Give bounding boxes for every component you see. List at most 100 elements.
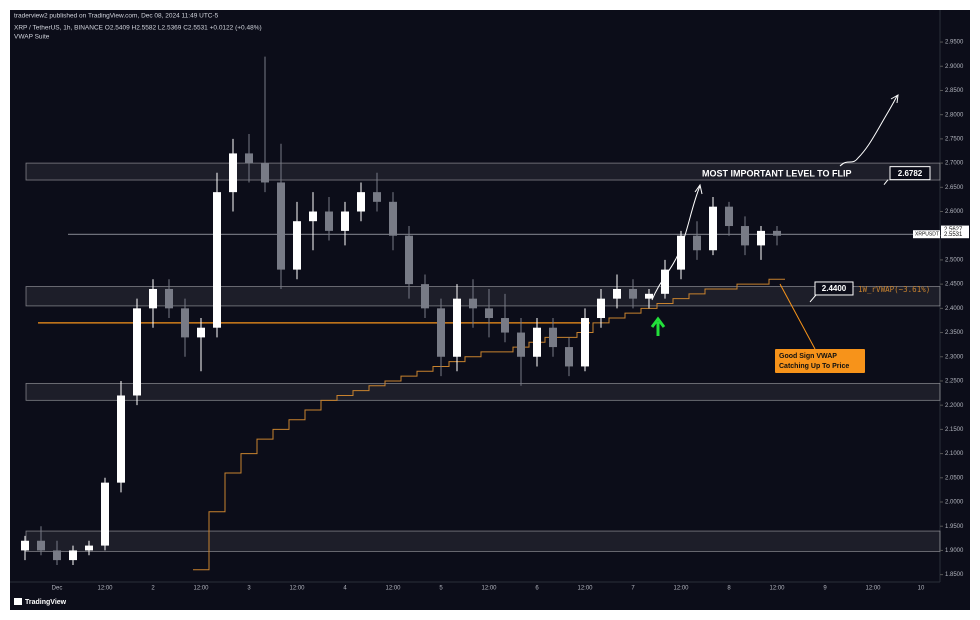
candle-body <box>373 192 381 202</box>
candle-body <box>741 226 749 246</box>
x-tick-label: 12:00 <box>385 586 401 592</box>
zone <box>25 286 941 307</box>
candle-body <box>341 211 349 231</box>
x-tick-label: 12:00 <box>97 586 113 592</box>
candle-body <box>581 318 589 367</box>
y-tick-label: 1.8500 <box>945 572 964 578</box>
vwap-line <box>193 278 785 571</box>
y-tick-label: 2.1500 <box>945 427 964 433</box>
callout-text: Catching Up To Price <box>779 363 849 370</box>
x-tick-label: 7 <box>631 586 635 592</box>
x-tick-label: 6 <box>535 586 539 592</box>
vwap-label: 1W_rVWAP(~3.61%) <box>858 285 930 294</box>
candle-body <box>517 332 525 357</box>
vwap-level-label: 2.4400 <box>822 284 847 293</box>
candle-body <box>725 206 733 227</box>
x-tick-label: 12:00 <box>289 586 305 592</box>
price-label: 2.5627 <box>944 227 963 233</box>
x-tick-label: 12:00 <box>577 586 593 592</box>
y-tick-label: 2.6500 <box>945 185 964 191</box>
y-tick-label: 2.6000 <box>945 209 964 215</box>
candle-body <box>69 550 77 561</box>
candle-body <box>325 211 333 231</box>
y-tick-label: 2.2000 <box>945 403 964 409</box>
candle-body <box>645 293 653 299</box>
y-tick-label: 2.2500 <box>945 379 964 385</box>
symbol-legend: XRP / TetherUS, 1h, BINANCE O2.5409 H2.5… <box>14 25 262 32</box>
x-tick-label: 12:00 <box>193 586 209 592</box>
candle-body <box>389 201 397 236</box>
candle-body <box>213 192 221 328</box>
x-tick-label: 12:00 <box>769 586 785 592</box>
x-tick-label: 12:00 <box>673 586 689 592</box>
price-label: 2.5531 <box>944 232 963 238</box>
projection-arrowhead <box>890 94 899 104</box>
candle-body <box>85 545 93 551</box>
candle-body <box>661 269 669 294</box>
x-tick-label: 8 <box>727 586 731 592</box>
x-tick-label: 10 <box>918 586 925 592</box>
y-tick-label: 2.0000 <box>945 500 964 506</box>
y-tick-label: 2.7000 <box>945 161 964 167</box>
green-arrow <box>650 316 666 336</box>
indicator-legend: VWAP Suite <box>14 34 50 41</box>
candle-body <box>773 230 781 236</box>
zone <box>25 382 941 401</box>
candle-body <box>149 288 157 309</box>
candle-body <box>421 284 429 309</box>
candle-body <box>133 308 141 396</box>
candle-body <box>757 230 765 246</box>
zone <box>25 530 941 552</box>
candle-body <box>533 327 541 357</box>
candle-body <box>677 235 685 270</box>
candle-body <box>261 163 269 183</box>
x-tick-label: 9 <box>823 586 827 592</box>
y-tick-label: 2.9000 <box>945 64 964 70</box>
flip-level-label: 2.6782 <box>898 169 923 178</box>
y-tick-label: 2.3500 <box>945 330 964 336</box>
candle-body <box>357 192 365 212</box>
logo-icon <box>14 598 22 605</box>
candle-body <box>229 153 237 193</box>
vwap-pointer <box>809 294 817 303</box>
candle-body <box>549 327 557 348</box>
candle-body <box>405 235 413 285</box>
candle-body <box>485 308 493 319</box>
y-tick-label: 2.5000 <box>945 258 964 264</box>
y-tick-label: 2.3000 <box>945 354 964 360</box>
candle-body <box>21 540 29 551</box>
vwap-level-box <box>814 281 854 296</box>
y-tick-label: 2.4500 <box>945 282 964 288</box>
candle-body <box>309 211 317 222</box>
candle-body <box>629 288 637 299</box>
x-tick-label: 5 <box>439 586 443 592</box>
candle-body <box>117 395 125 483</box>
candle-body <box>565 347 573 367</box>
candle-body <box>453 298 461 357</box>
x-tick-label: Dec <box>52 586 63 592</box>
symbol-tag: XRPUSDT <box>915 232 939 238</box>
projection-curve <box>839 95 898 167</box>
y-tick-label: 2.0500 <box>945 475 964 481</box>
published-text: traderview2 published on TradingView.com… <box>14 13 219 20</box>
projection-arrowhead <box>694 183 703 195</box>
flip-level-box <box>889 166 931 181</box>
callout-text: Good Sign VWAP <box>779 353 837 360</box>
logo-text: TradingView <box>25 599 67 606</box>
candle-body <box>101 482 109 546</box>
candle-body <box>709 206 717 251</box>
candle-body <box>437 308 445 357</box>
y-tick-label: 2.4000 <box>945 306 964 312</box>
y-tick-label: 2.8500 <box>945 88 964 94</box>
candle-body <box>597 298 605 319</box>
y-tick-label: 1.9000 <box>945 548 964 554</box>
x-tick-label: 12:00 <box>865 586 881 592</box>
x-tick-label: 2 <box>151 586 155 592</box>
candle-body <box>181 308 189 338</box>
projection-curve <box>651 185 701 301</box>
price-label-box <box>941 230 969 239</box>
y-tick-label: 2.8000 <box>945 112 964 118</box>
candle-body <box>469 298 477 309</box>
x-tick-label: 12:00 <box>481 586 497 592</box>
